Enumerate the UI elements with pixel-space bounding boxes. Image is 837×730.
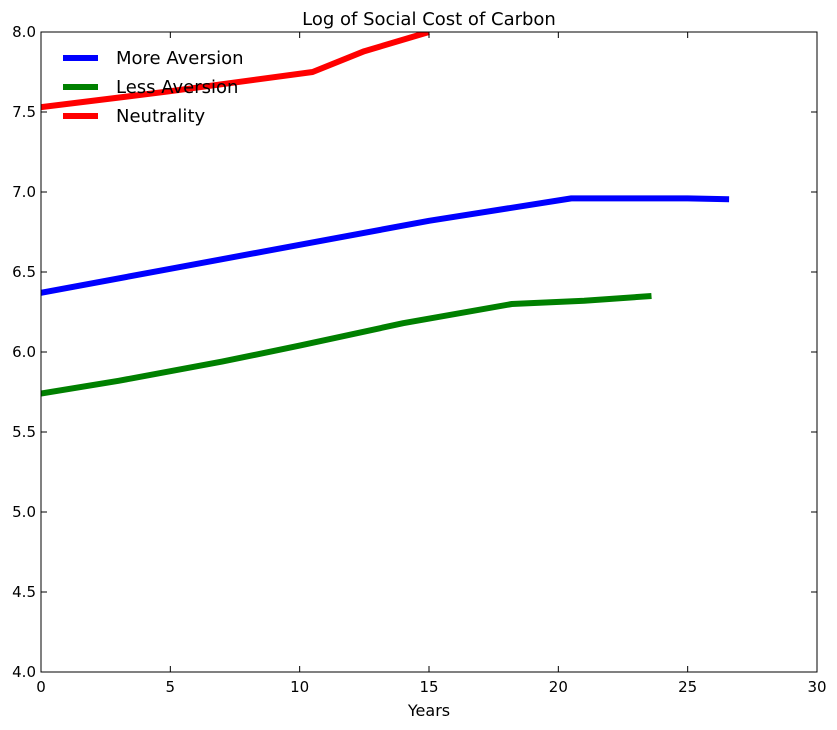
ticks-layer: 0 5 10 15 20 25 30 4.0 4.5 5.0 5.5 6.0 6.5 7.0 7.5 8.0 bbox=[12, 23, 826, 696]
x-axis-label: Years bbox=[407, 701, 450, 720]
x-tick-label: 5 bbox=[166, 678, 176, 696]
x-tick-label: 25 bbox=[678, 678, 697, 696]
legend-label: Less Aversion bbox=[116, 77, 238, 98]
x-tick-label: 10 bbox=[290, 678, 309, 696]
series-layer bbox=[41, 32, 730, 397]
x-tick-label: 15 bbox=[419, 678, 438, 696]
legend-label: More Aversion bbox=[116, 48, 244, 69]
plot-frame bbox=[40, 31, 818, 673]
x-tick-label: 0 bbox=[36, 678, 46, 696]
y-tick-label: 4.5 bbox=[12, 583, 36, 601]
series-line-less-aversion bbox=[41, 293, 652, 397]
legend: More Aversion Less Aversion Neutrality bbox=[63, 48, 244, 127]
y-tick-label: 6.0 bbox=[12, 343, 36, 361]
y-tick-label: 8.0 bbox=[12, 23, 36, 41]
x-tick-label: 20 bbox=[549, 678, 568, 696]
y-tick-label: 4.0 bbox=[12, 663, 36, 681]
y-tick-label: 7.5 bbox=[12, 103, 36, 121]
legend-label: Neutrality bbox=[116, 106, 205, 127]
x-tick-label: 30 bbox=[807, 678, 826, 696]
y-tick-label: 5.5 bbox=[12, 423, 36, 441]
y-tick-label: 5.0 bbox=[12, 503, 36, 521]
chart-title: Log of Social Cost of Carbon bbox=[302, 9, 556, 30]
y-tick-label: 7.0 bbox=[12, 183, 36, 201]
y-tick-label: 6.5 bbox=[12, 263, 36, 281]
series-line-more-aversion bbox=[41, 195, 730, 296]
series-line-neutrality bbox=[41, 32, 430, 111]
